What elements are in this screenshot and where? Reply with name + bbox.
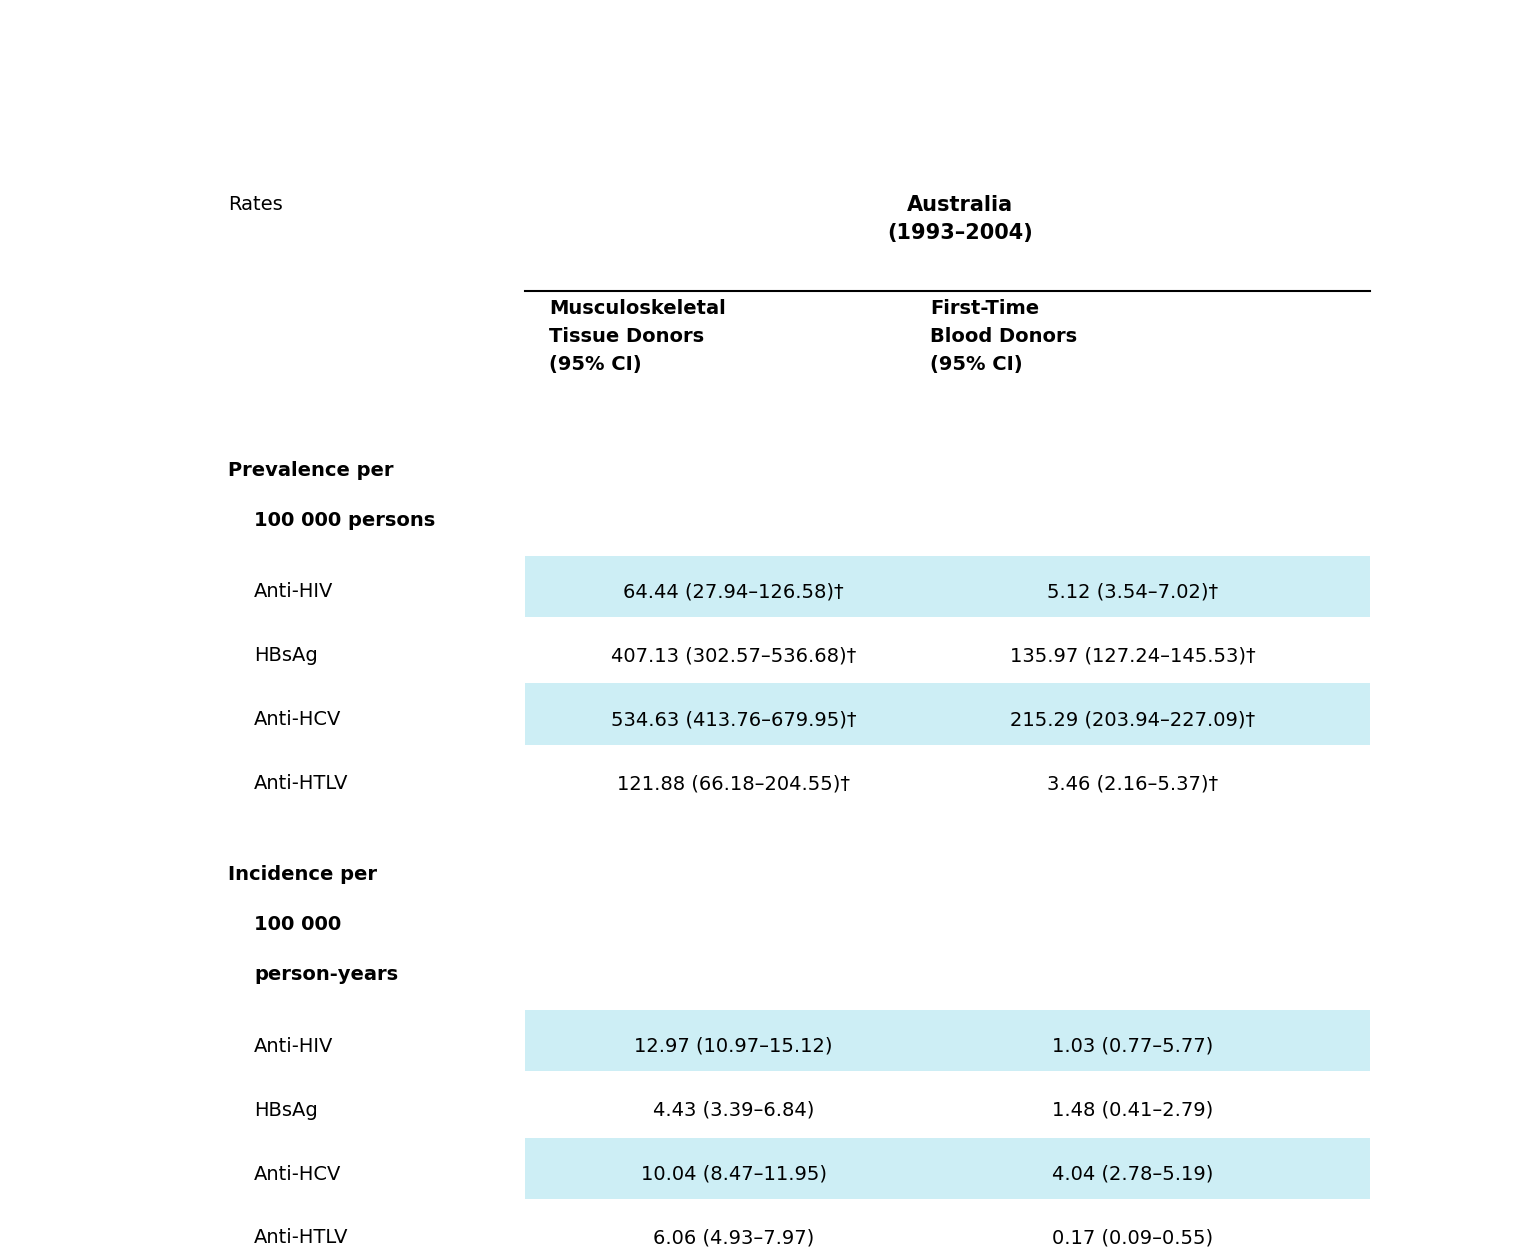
Bar	[525, 683, 1370, 745]
Text: HBsAg: HBsAg	[253, 1101, 318, 1120]
Text: 121.88 (66.18–204.55)†: 121.88 (66.18–204.55)†	[617, 774, 849, 794]
Text: Anti-HIV: Anti-HIV	[253, 1037, 333, 1055]
Text: 12.97 (10.97–15.12): 12.97 (10.97–15.12)	[634, 1037, 833, 1055]
Text: 64.44 (27.94–126.58)†: 64.44 (27.94–126.58)†	[624, 582, 843, 601]
Text: Anti-HCV: Anti-HCV	[253, 711, 341, 730]
Text: Anti-HTLV: Anti-HTLV	[253, 774, 349, 794]
Text: First-Time
Blood Donors
(95% CI): First-Time Blood Donors (95% CI)	[929, 299, 1077, 374]
Text: 6.06 (4.93–7.97): 6.06 (4.93–7.97)	[653, 1229, 814, 1248]
Text: 4.04 (2.78–5.19): 4.04 (2.78–5.19)	[1052, 1165, 1213, 1184]
Text: 4.43 (3.39–6.84): 4.43 (3.39–6.84)	[653, 1101, 814, 1120]
Text: 3.46 (2.16–5.37)†: 3.46 (2.16–5.37)†	[1048, 774, 1218, 794]
Bar	[525, 1137, 1370, 1199]
Text: Anti-HTLV: Anti-HTLV	[253, 1229, 349, 1248]
Text: 534.63 (413.76–679.95)†: 534.63 (413.76–679.95)†	[611, 711, 857, 730]
Text: Incidence per: Incidence per	[227, 866, 376, 884]
Text: 100 000 persons: 100 000 persons	[253, 511, 435, 530]
Text: person-years: person-years	[253, 965, 398, 984]
Text: Anti-HIV: Anti-HIV	[253, 582, 333, 601]
Bar	[525, 556, 1370, 616]
Text: HBsAg: HBsAg	[253, 647, 318, 665]
Text: Musculoskeletal
Tissue Donors
(95% CI): Musculoskeletal Tissue Donors (95% CI)	[550, 299, 727, 374]
Bar	[525, 1010, 1370, 1072]
Text: 1.48 (0.41–2.79): 1.48 (0.41–2.79)	[1052, 1101, 1213, 1120]
Text: 0.17 (0.09–0.55): 0.17 (0.09–0.55)	[1052, 1229, 1213, 1248]
Text: 135.97 (127.24–145.53)†: 135.97 (127.24–145.53)†	[1009, 647, 1255, 665]
Text: Australia
(1993–2004): Australia (1993–2004)	[886, 195, 1032, 243]
Text: 5.12 (3.54–7.02)†: 5.12 (3.54–7.02)†	[1048, 582, 1218, 601]
Text: 10.04 (8.47–11.95): 10.04 (8.47–11.95)	[641, 1165, 826, 1184]
Text: Prevalence per: Prevalence per	[227, 460, 393, 481]
Text: 1.03 (0.77–5.77): 1.03 (0.77–5.77)	[1052, 1037, 1213, 1055]
Text: 215.29 (203.94–227.09)†: 215.29 (203.94–227.09)†	[1009, 711, 1255, 730]
Text: 407.13 (302.57–536.68)†: 407.13 (302.57–536.68)†	[611, 647, 856, 665]
Text: Anti-HCV: Anti-HCV	[253, 1165, 341, 1184]
Text: 100 000: 100 000	[253, 916, 341, 935]
Text: Rates: Rates	[227, 195, 283, 214]
